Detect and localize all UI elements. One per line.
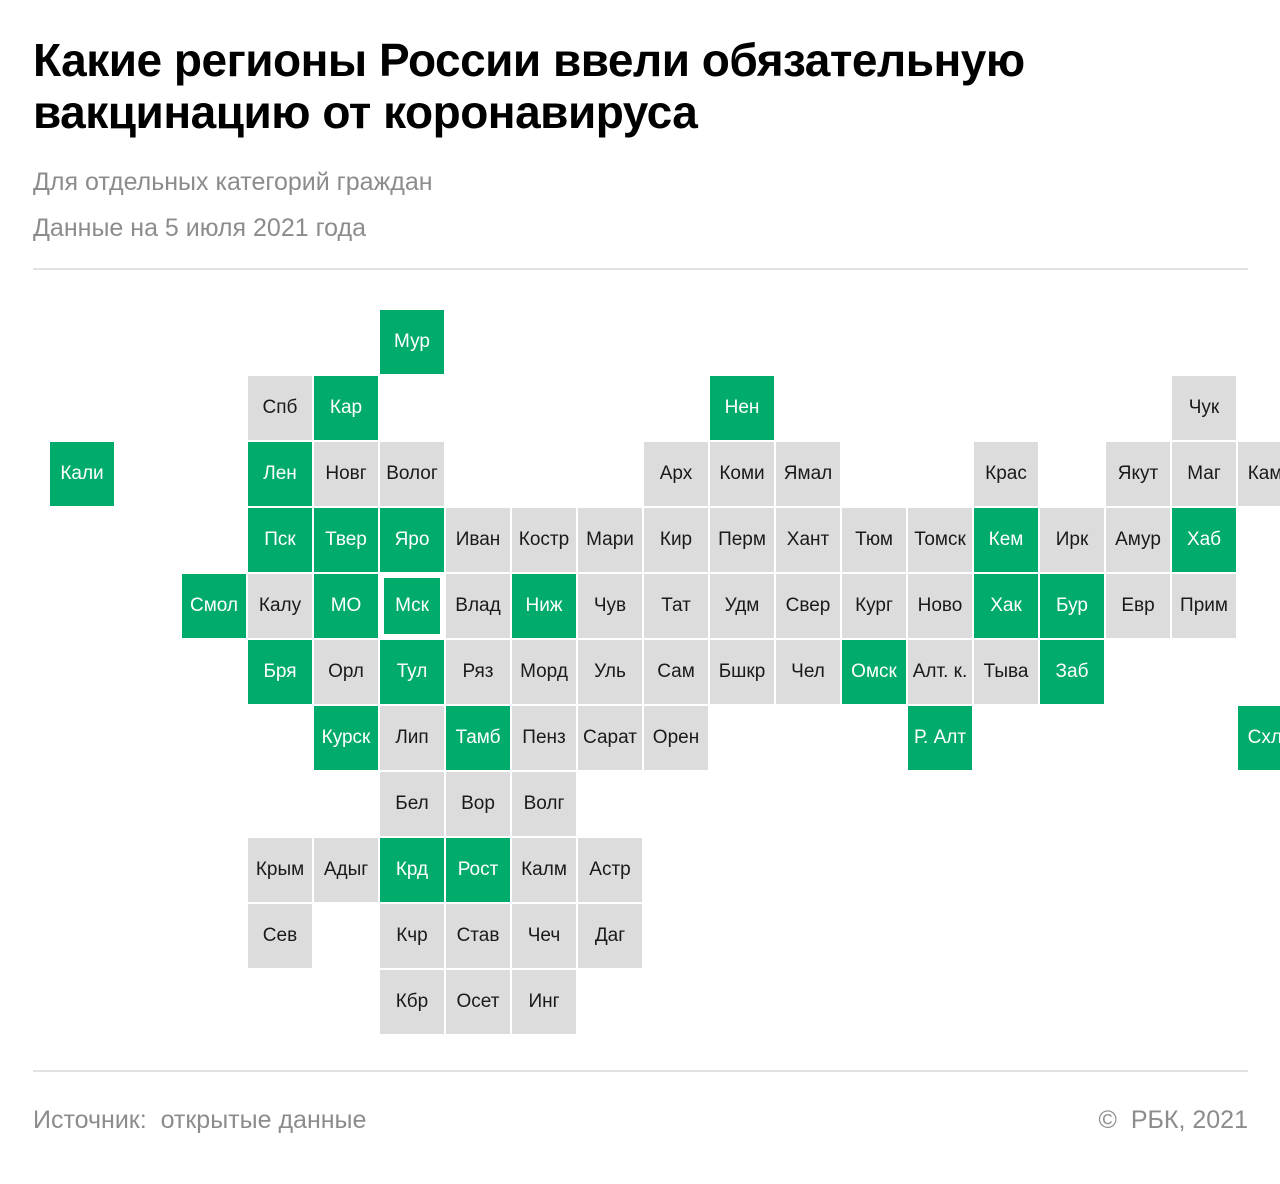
region-tile: МО	[314, 574, 378, 638]
region-tile: Мск	[380, 574, 444, 638]
region-tile: Маг	[1172, 442, 1236, 506]
region-tile: Пск	[248, 508, 312, 572]
region-tile: Коми	[710, 442, 774, 506]
region-tile: Нен	[710, 376, 774, 440]
region-tile: Калу	[248, 574, 312, 638]
region-tile: Кар	[314, 376, 378, 440]
region-tile: Томск	[908, 508, 972, 572]
date-note: Данные на 5 июля 2021 года	[33, 214, 366, 242]
subtitle: Для отдельных категорий граждан	[33, 168, 433, 196]
region-tile: Хаб	[1172, 508, 1236, 572]
region-tile: Ирк	[1040, 508, 1104, 572]
region-tile: Р. Алт	[908, 706, 972, 770]
region-tile: Мари	[578, 508, 642, 572]
region-tile: Мур	[380, 310, 444, 374]
region-tile: Схлн	[1238, 706, 1280, 770]
region-tile: Крд	[380, 838, 444, 902]
region-tile: Даг	[578, 904, 642, 968]
region-tile: Прим	[1172, 574, 1236, 638]
region-tile: Алт. к.	[908, 640, 972, 704]
region-tile: Кчр	[380, 904, 444, 968]
page-title: Какие регионы России ввели обязательную …	[33, 34, 1025, 138]
region-tile: Ряз	[446, 640, 510, 704]
region-tile: Астр	[578, 838, 642, 902]
region-tile: Кем	[974, 508, 1038, 572]
region-tile: Твер	[314, 508, 378, 572]
region-tile: Удм	[710, 574, 774, 638]
region-tile: Свер	[776, 574, 840, 638]
region-tile: Вор	[446, 772, 510, 836]
region-tile: Морд	[512, 640, 576, 704]
region-tile: Адыг	[314, 838, 378, 902]
region-tile: Арх	[644, 442, 708, 506]
region-tile: Иван	[446, 508, 510, 572]
region-tile: Бшкр	[710, 640, 774, 704]
region-tile: Тат	[644, 574, 708, 638]
region-tile: Хант	[776, 508, 840, 572]
region-tile: Орл	[314, 640, 378, 704]
region-tile: Тул	[380, 640, 444, 704]
region-tile: Костр	[512, 508, 576, 572]
region-tile: Кали	[50, 442, 114, 506]
region-tile: Влад	[446, 574, 510, 638]
region-tile: Бур	[1040, 574, 1104, 638]
region-tile: Тюм	[842, 508, 906, 572]
region-tile: Чеч	[512, 904, 576, 968]
region-tile: Сам	[644, 640, 708, 704]
region-tile: Лен	[248, 442, 312, 506]
region-tile: Рост	[446, 838, 510, 902]
region-tile: Ново	[908, 574, 972, 638]
region-tile: Крас	[974, 442, 1038, 506]
region-tile: Бел	[380, 772, 444, 836]
region-tile: Став	[446, 904, 510, 968]
region-tile: Заб	[1040, 640, 1104, 704]
region-tile: Кург	[842, 574, 906, 638]
region-tile: Уль	[578, 640, 642, 704]
region-tile: Лип	[380, 706, 444, 770]
top-divider	[33, 268, 1248, 270]
region-tile: Сарат	[578, 706, 642, 770]
region-tile: Крым	[248, 838, 312, 902]
region-tile: Амур	[1106, 508, 1170, 572]
region-tile: Чел	[776, 640, 840, 704]
region-tile: Ниж	[512, 574, 576, 638]
region-tile: Омск	[842, 640, 906, 704]
region-tile: Перм	[710, 508, 774, 572]
region-tile: Пенз	[512, 706, 576, 770]
region-tile: Кир	[644, 508, 708, 572]
region-tile: Ямал	[776, 442, 840, 506]
region-tile: Калм	[512, 838, 576, 902]
region-tile: Курск	[314, 706, 378, 770]
region-tile: Сев	[248, 904, 312, 968]
bottom-divider	[33, 1070, 1248, 1072]
region-tile: Новг	[314, 442, 378, 506]
region-tile: Кбр	[380, 970, 444, 1034]
region-tile: Чув	[578, 574, 642, 638]
region-tile: Евр	[1106, 574, 1170, 638]
region-tile: Смол	[182, 574, 246, 638]
region-tile: Осет	[446, 970, 510, 1034]
region-tile: Волг	[512, 772, 576, 836]
region-tile: Инг	[512, 970, 576, 1034]
region-tile: Тыва	[974, 640, 1038, 704]
region-tile: Бря	[248, 640, 312, 704]
region-tile: Орен	[644, 706, 708, 770]
region-tile: Тамб	[446, 706, 510, 770]
region-tile: Спб	[248, 376, 312, 440]
region-tile: Якут	[1106, 442, 1170, 506]
region-tile: Чук	[1172, 376, 1236, 440]
region-tile: Волог	[380, 442, 444, 506]
region-tile: Яро	[380, 508, 444, 572]
source-note: Источник: открытые данные	[33, 1106, 367, 1134]
region-tile: Хак	[974, 574, 1038, 638]
region-tile: Камч	[1238, 442, 1280, 506]
copyright-note: © РБК, 2021	[1098, 1106, 1248, 1134]
